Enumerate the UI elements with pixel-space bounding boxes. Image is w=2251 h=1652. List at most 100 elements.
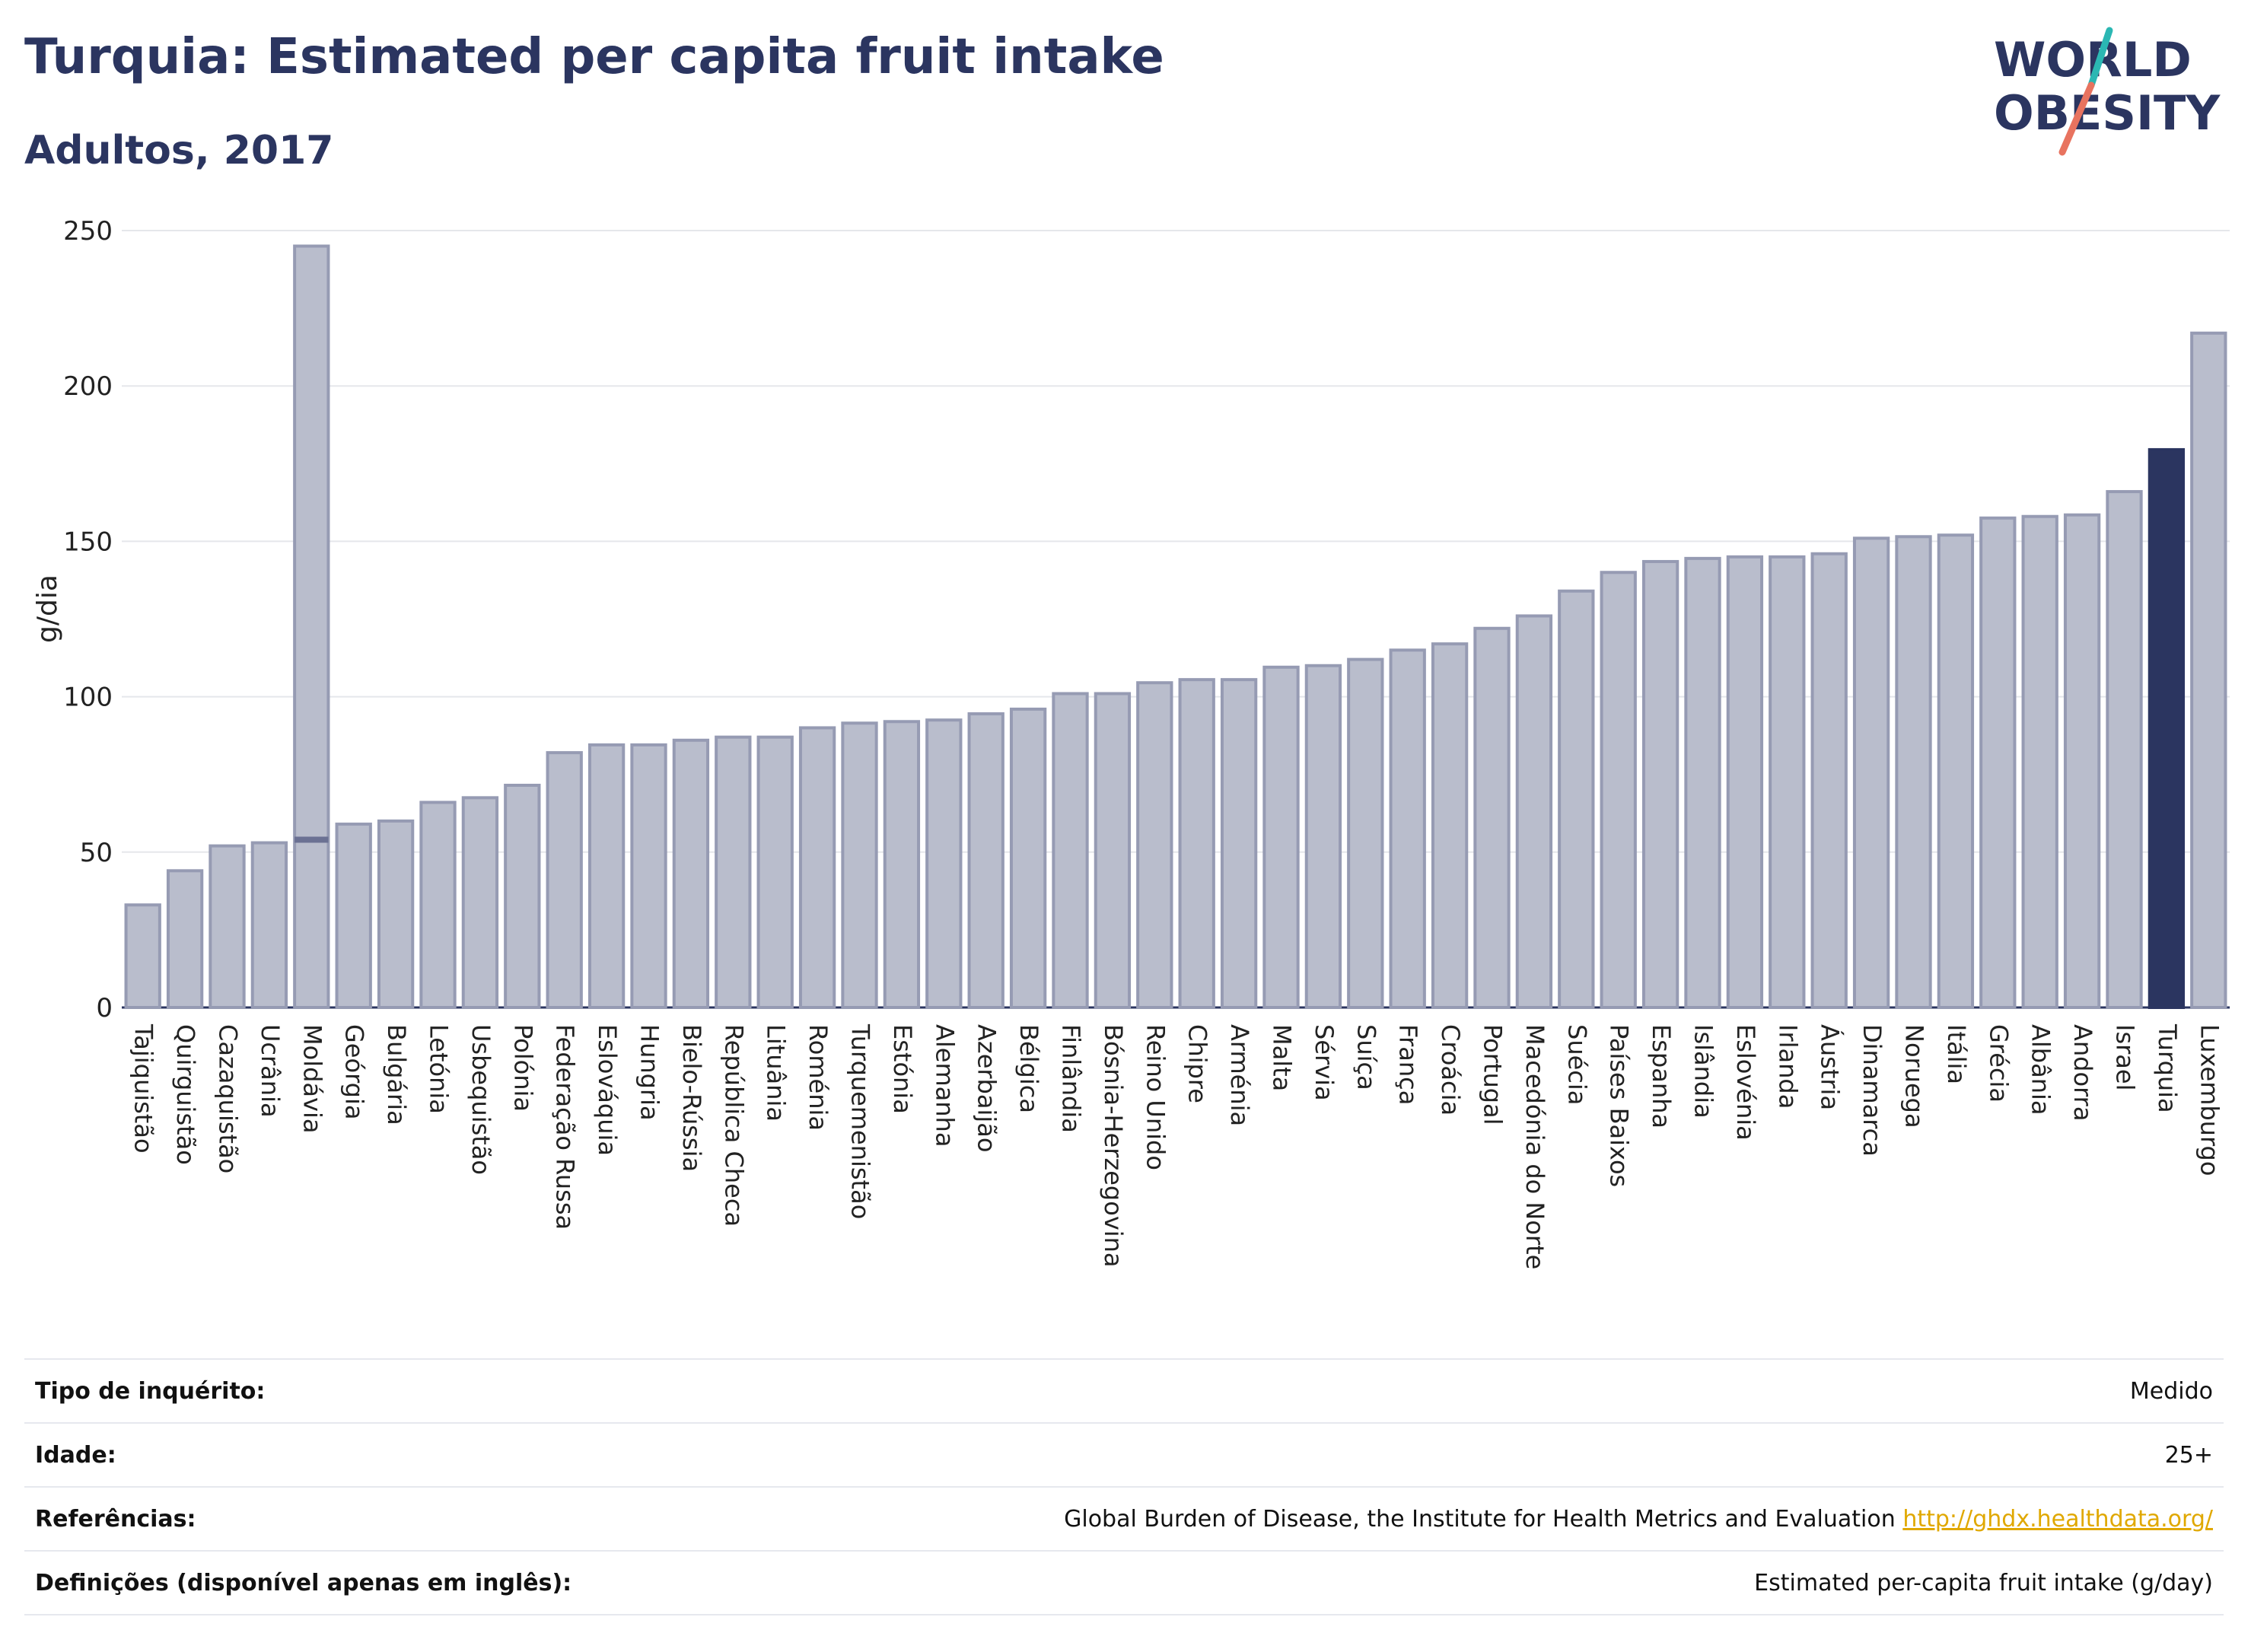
info-label: Idade: [35, 1441, 116, 1469]
bar-Ucrânia [250, 841, 288, 1009]
bar-Bósnia-Herzegovina [1094, 692, 1132, 1009]
bar-Noruega [1895, 535, 1932, 1009]
bar-Sérvia [1304, 664, 1342, 1009]
bar-Malta [1262, 665, 1300, 1009]
info-row-survey-type: Tipo de inquérito: Medido [24, 1358, 2224, 1422]
bar-Lituânia [756, 735, 794, 1010]
bar-Macedónia do Norte [1515, 614, 1553, 1009]
info-value: 25+ [2164, 1441, 2213, 1469]
bar-Grécia [1979, 516, 2017, 1009]
bar-Turquemenistão [841, 721, 878, 1010]
bar-Usbequistão [461, 796, 499, 1009]
x-tick-label: Quirguistão [171, 1024, 200, 1165]
x-tick-label: Sérvia [1310, 1024, 1339, 1101]
bar-Polónia [504, 783, 541, 1010]
y-tick-label: 250 [63, 216, 113, 247]
x-tick-label: Turquia [2153, 1023, 2182, 1113]
x-tick-label: Federação Russa [551, 1024, 580, 1230]
x-tick-label: Irlanda [1773, 1024, 1802, 1109]
chart-title: Turquia: Estimated per capita fruit inta… [24, 29, 1164, 85]
x-tick-label: Bielo-Rússia [677, 1024, 706, 1172]
bar-Irlanda [1769, 555, 1806, 1009]
bar-Bulgária [377, 819, 415, 1009]
x-tick-label: Geórgia [340, 1024, 369, 1119]
bar-República Checa [715, 735, 752, 1010]
bar-Estónia [883, 720, 921, 1009]
x-tick-label: Finlândia [1057, 1024, 1086, 1133]
x-tick-label: Israel [2111, 1024, 2140, 1090]
bar-Bielo-Rússia [672, 738, 710, 1009]
info-value-references: Global Burden of Disease, the Institute … [1064, 1506, 2224, 1533]
x-tick-label: Reino Unido [1141, 1024, 1170, 1170]
x-tick-label: República Checa [719, 1024, 748, 1227]
x-tick-label: Áustria [1816, 1024, 1845, 1110]
bar-Finlândia [1052, 692, 1089, 1009]
bar-Moldávia [293, 244, 330, 1010]
y-axis-ticks: 0 50 100 150 200 250 [63, 216, 113, 1023]
x-tick-label: Polónia [508, 1024, 537, 1112]
y-tick-label: 50 [80, 838, 113, 868]
info-row-age: Idade: 25+ [24, 1422, 2224, 1486]
chart-subtitle: Adultos, 2017 [24, 128, 334, 173]
info-label: Tipo de inquérito: [35, 1377, 266, 1405]
x-tick-label: Bélgica [1014, 1024, 1043, 1113]
x-tick-label: Letónia [425, 1024, 454, 1114]
bar-Azerbaijão [967, 712, 1005, 1009]
bar-Países Baixos [1600, 571, 1637, 1009]
x-tick-label: Lituânia [762, 1024, 791, 1122]
bar-França [1389, 648, 1426, 1010]
bar-Eslovénia [1726, 555, 1764, 1009]
x-tick-label: França [1394, 1024, 1423, 1105]
info-value: Estimated per-capita fruit intake (g/day… [1754, 1569, 2213, 1596]
x-tick-label: Alemanha [930, 1024, 959, 1147]
x-tick-label: Itália [1942, 1024, 1971, 1084]
bar-Israel [2106, 490, 2143, 1009]
logo-slash-teal [2087, 27, 2113, 89]
bar-Islândia [1684, 556, 1721, 1009]
x-axis-ticks: Tajiquistão Quirguistão Cazaquistão Ucrânia… [129, 1023, 2224, 1269]
info-label: Definições (disponível apenas em inglês)… [35, 1569, 572, 1596]
bar-Chipre [1178, 678, 1215, 1009]
bar-Reino Unido [1136, 681, 1173, 1009]
reference-link[interactable]: http://ghdx.healthdata.org/ [1902, 1505, 2213, 1533]
x-tick-label: Bósnia-Herzegovina [1099, 1024, 1128, 1268]
bars [124, 244, 2227, 1010]
x-tick-label: Usbequistão [466, 1024, 495, 1175]
bar-Hungria [630, 743, 667, 1009]
info-table: Tipo de inquérito: Medido Idade: 25+ Ref… [24, 1358, 2224, 1615]
bar-Eslováquia [587, 743, 626, 1009]
x-tick-label: Estónia [888, 1024, 917, 1114]
x-tick-label: Noruega [1900, 1024, 1929, 1128]
x-tick-label: Dinamarca [1858, 1024, 1886, 1157]
bar-Arménia [1220, 678, 1258, 1009]
x-tick-label: Macedónia do Norte [1520, 1024, 1549, 1269]
bar-Cazaquistão [209, 844, 246, 1009]
bar-Áustria [1810, 552, 1848, 1009]
x-tick-label: Tajiquistão [129, 1023, 158, 1154]
bar-Quirguistão [166, 869, 204, 1009]
bar-Albânia [2021, 514, 2058, 1009]
bar-Turquia [2148, 447, 2186, 1009]
info-row-references: Referências: Global Burden of Disease, t… [24, 1486, 2224, 1550]
y-tick-label: 150 [63, 527, 113, 557]
bar-Portugal [1473, 626, 1511, 1009]
x-tick-label: Turquemenistão [846, 1023, 875, 1219]
y-tick-label: 200 [63, 371, 113, 402]
x-tick-label: Luxemburgo [2195, 1024, 2224, 1176]
bar-Bélgica [1009, 707, 1047, 1009]
world-obesity-logo: WORLD OBESITY [1994, 27, 2221, 156]
x-tick-label: Ucrânia [256, 1024, 285, 1118]
x-tick-label: Cazaquistão [214, 1024, 243, 1173]
y-tick-label: 0 [96, 993, 113, 1023]
logo-text-obesity: OBESITY [1994, 85, 2221, 141]
x-tick-label: Albânia [2027, 1024, 2055, 1115]
x-tick-label: Eslovénia [1731, 1024, 1760, 1141]
x-tick-label: Malta [1268, 1024, 1297, 1091]
x-tick-label: Andorra [2068, 1024, 2097, 1121]
x-tick-label: Croácia [1436, 1024, 1465, 1116]
logo-slash-coral [2058, 81, 2095, 156]
y-axis-label: g/dia [32, 575, 63, 643]
x-tick-label: Grécia [1984, 1024, 2013, 1103]
bar-Suécia [1558, 589, 1595, 1009]
x-tick-label: Azerbaijão [973, 1024, 1001, 1152]
